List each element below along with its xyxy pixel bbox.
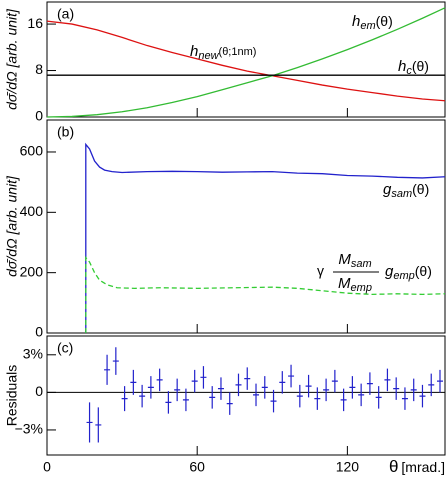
error-bar (253, 383, 260, 407)
error-bar (419, 384, 426, 408)
label-tail: (θ) (412, 58, 429, 74)
error-bar (191, 369, 198, 393)
series-line (46, 20, 446, 102)
error-bar (200, 366, 207, 389)
error-bar (288, 364, 295, 388)
label-sub: emp (393, 270, 414, 282)
error-bar (130, 369, 137, 395)
y-tick-label: −3% (15, 421, 43, 437)
y-tick-label: 16 (27, 15, 43, 31)
error-bar (261, 376, 268, 399)
x-tick-label: 60 (189, 459, 205, 475)
series-label: gsam(θ) (383, 181, 429, 200)
error-bar (139, 384, 146, 408)
y-tick-label: 600 (20, 143, 44, 159)
error-bar (349, 376, 356, 399)
panel-frame (46, 335, 446, 456)
series-line (85, 142, 446, 333)
y-tick-label: 8 (35, 61, 43, 77)
error-bar (366, 372, 373, 395)
fraction-num: Msam (338, 251, 371, 270)
error-bar (358, 383, 365, 407)
label-main: g (383, 181, 392, 198)
y-axis-label: dσ̄/dΩ [arb. unit] (4, 175, 20, 277)
error-bar (270, 389, 277, 413)
label-sub: new (198, 50, 219, 62)
error-bar (393, 377, 400, 400)
error-bar (340, 388, 347, 412)
series-label: hc(θ) (398, 58, 429, 77)
error-bar (384, 368, 391, 392)
error-bar (323, 378, 330, 402)
series-label: gemp(θ) (385, 263, 432, 282)
label-tail: (θ) (415, 263, 432, 279)
y-tick-label: 200 (20, 263, 44, 279)
label-sub: sam (391, 188, 412, 200)
label-prefix: γ (317, 263, 324, 279)
error-bar (314, 387, 321, 410)
error-bar (410, 378, 417, 402)
error-bar (401, 387, 408, 410)
label-main: h (398, 58, 406, 75)
error-bar (375, 386, 382, 409)
label-sub: emp (351, 282, 372, 294)
error-bar (174, 378, 181, 402)
error-bar (95, 407, 102, 443)
label-main: M (338, 275, 351, 292)
error-bar (182, 388, 189, 412)
error-bar (244, 367, 251, 390)
x-tick-label: 120 (336, 459, 360, 475)
label-tail: (θ) (376, 13, 393, 29)
error-bar (86, 402, 93, 443)
error-bar (112, 347, 119, 375)
error-bar (428, 373, 435, 397)
x-tick-label: 0 (43, 459, 51, 475)
error-bar (121, 386, 128, 412)
label-sub: sam (351, 258, 372, 270)
label-sub: c (406, 65, 412, 77)
label-sub: em (360, 20, 375, 32)
label-main: M (338, 251, 351, 268)
label-main: h (352, 13, 360, 30)
error-bar (147, 376, 154, 399)
series-line (46, 7, 446, 118)
panel-frame (46, 119, 446, 334)
y-axis-label: dσ̄/dΩ [arb. unit] (4, 8, 20, 110)
series-label: hnew(θ;1nm) (190, 43, 256, 62)
error-bar (296, 384, 303, 408)
error-bar (156, 368, 163, 392)
y-tick-label: 0 (35, 324, 43, 340)
error-bar (165, 391, 172, 414)
y-tick-label: 400 (20, 203, 44, 219)
error-bar (331, 369, 338, 393)
error-bar (235, 373, 242, 397)
error-bar (279, 371, 286, 394)
y-tick-label: 0 (35, 108, 43, 124)
label-main: g (385, 263, 394, 280)
label-tail: (θ;1nm) (219, 46, 257, 58)
error-bar (305, 374, 312, 398)
fraction-den: Memp (338, 275, 372, 294)
panel-frame (46, 1, 446, 118)
y-axis-label: Residuals (4, 365, 20, 426)
x-label-unit: [mrad.] (401, 459, 445, 475)
series-line (85, 255, 446, 333)
panel-label: (c) (57, 340, 73, 356)
series-label: hem(θ) (352, 13, 393, 32)
x-axis-label: θ [mrad.] (389, 457, 445, 476)
y-tick-label: 3% (23, 345, 43, 361)
error-bar (436, 369, 443, 393)
error-bar (104, 354, 111, 385)
error-bar (209, 386, 216, 409)
panel-label: (b) (57, 124, 74, 140)
panel-label: (a) (57, 6, 74, 22)
error-bar (226, 392, 233, 415)
y-tick-label: 0 (35, 383, 43, 399)
label-tail: (θ) (412, 181, 429, 197)
error-bar (217, 377, 224, 400)
x-label-symbol: θ (389, 457, 398, 476)
label-main: h (190, 43, 198, 60)
